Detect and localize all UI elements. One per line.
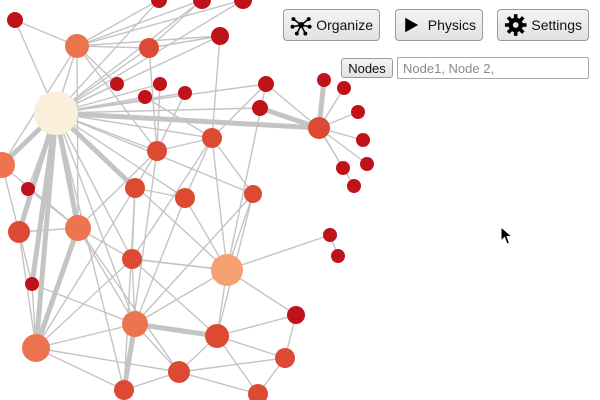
graph-node[interactable] [153, 77, 167, 91]
graph-node[interactable] [252, 100, 268, 116]
settings-button-label: Settings [531, 17, 582, 33]
physics-button-label: Physics [428, 17, 476, 33]
graph-edge [36, 188, 135, 348]
graph-node[interactable] [178, 86, 192, 100]
graph-node[interactable] [202, 128, 222, 148]
graph-node[interactable] [138, 90, 152, 104]
graph-node[interactable] [25, 277, 39, 291]
graph-edge [77, 46, 78, 228]
graph-nodes[interactable] [0, 0, 374, 400]
graph-node[interactable] [147, 141, 167, 161]
graph-node[interactable] [336, 161, 350, 175]
gear-icon [504, 12, 527, 38]
graph-node[interactable] [65, 34, 89, 58]
graph-node[interactable] [248, 384, 268, 400]
graph-edge [78, 228, 135, 324]
graph-node[interactable] [65, 215, 91, 241]
graph-node[interactable] [8, 221, 30, 243]
graph-node[interactable] [7, 12, 23, 28]
graph-node[interactable] [22, 334, 50, 362]
graph-node[interactable] [234, 0, 252, 9]
organize-button[interactable]: Organize [283, 9, 380, 41]
settings-button[interactable]: Settings [497, 9, 589, 41]
graph-node[interactable] [317, 73, 331, 87]
graph-edge [227, 235, 330, 270]
organize-network-icon [290, 12, 312, 38]
graph-node[interactable] [139, 38, 159, 58]
nodes-filter-input[interactable] [397, 57, 589, 79]
graph-node[interactable] [356, 133, 370, 147]
graph-node[interactable] [323, 228, 337, 242]
play-icon [402, 14, 420, 36]
graph-node[interactable] [244, 185, 262, 203]
graph-node[interactable] [360, 157, 374, 171]
nodes-filter-button-label: Nodes [348, 61, 386, 76]
graph-node[interactable] [211, 254, 243, 286]
graph-node[interactable] [205, 324, 229, 348]
graph-edge [179, 372, 258, 394]
organize-button-label: Organize [316, 17, 373, 33]
graph-node[interactable] [211, 27, 229, 45]
graph-node[interactable] [110, 77, 124, 91]
graph-node[interactable] [125, 178, 145, 198]
graph-node[interactable] [347, 179, 361, 193]
graph-node[interactable] [175, 188, 195, 208]
graph-node[interactable] [308, 117, 330, 139]
graph-node[interactable] [258, 76, 274, 92]
physics-button[interactable]: Physics [395, 9, 483, 41]
graph-edge [36, 348, 179, 372]
graph-node[interactable] [193, 0, 211, 9]
graph-node[interactable] [34, 91, 78, 135]
graph-edge [36, 324, 135, 348]
mouse-cursor-icon [500, 226, 514, 246]
graph-node[interactable] [331, 249, 345, 263]
graph-edge [217, 315, 296, 336]
graph-node[interactable] [122, 249, 142, 269]
nodes-filter-button[interactable]: Nodes [341, 58, 393, 78]
graph-node[interactable] [21, 182, 35, 196]
graph-node[interactable] [287, 306, 305, 324]
graph-edge [56, 113, 124, 390]
graph-node[interactable] [275, 348, 295, 368]
graph-node[interactable] [351, 105, 365, 119]
graph-node[interactable] [337, 81, 351, 95]
graph-node[interactable] [168, 361, 190, 383]
graph-node[interactable] [114, 380, 134, 400]
graph-edge [135, 270, 227, 324]
graph-edge [179, 358, 285, 372]
graph-edge [212, 138, 227, 270]
graph-node[interactable] [122, 311, 148, 337]
graph-edge [36, 348, 124, 390]
